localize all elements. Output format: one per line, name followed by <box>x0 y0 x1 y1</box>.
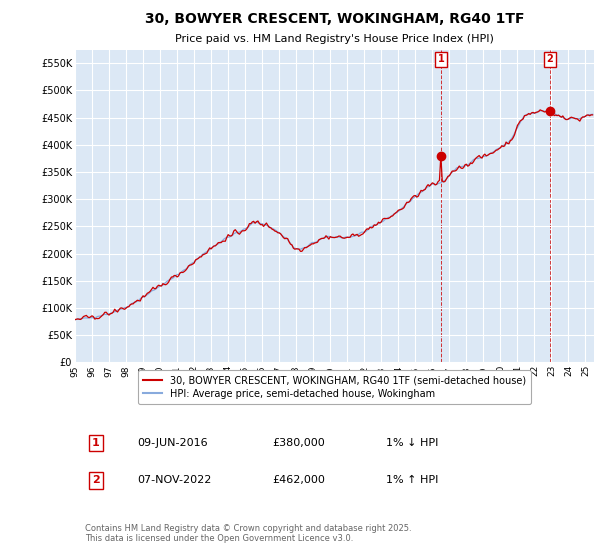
Text: 07-NOV-2022: 07-NOV-2022 <box>137 475 212 485</box>
Text: 1: 1 <box>437 54 444 64</box>
Text: Price paid vs. HM Land Registry's House Price Index (HPI): Price paid vs. HM Land Registry's House … <box>175 34 494 44</box>
Text: 1% ↓ HPI: 1% ↓ HPI <box>386 438 439 448</box>
Text: 1: 1 <box>92 438 100 448</box>
Text: 2: 2 <box>92 475 100 485</box>
Text: £462,000: £462,000 <box>272 475 325 485</box>
Text: £380,000: £380,000 <box>272 438 325 448</box>
Text: Contains HM Land Registry data © Crown copyright and database right 2025.
This d: Contains HM Land Registry data © Crown c… <box>85 524 412 543</box>
Text: 2: 2 <box>547 54 553 64</box>
Legend: 30, BOWYER CRESCENT, WOKINGHAM, RG40 1TF (semi-detached house), HPI: Average pri: 30, BOWYER CRESCENT, WOKINGHAM, RG40 1TF… <box>138 370 531 404</box>
Text: 09-JUN-2016: 09-JUN-2016 <box>137 438 208 448</box>
Text: 30, BOWYER CRESCENT, WOKINGHAM, RG40 1TF: 30, BOWYER CRESCENT, WOKINGHAM, RG40 1TF <box>145 12 524 26</box>
Text: 1% ↑ HPI: 1% ↑ HPI <box>386 475 439 485</box>
